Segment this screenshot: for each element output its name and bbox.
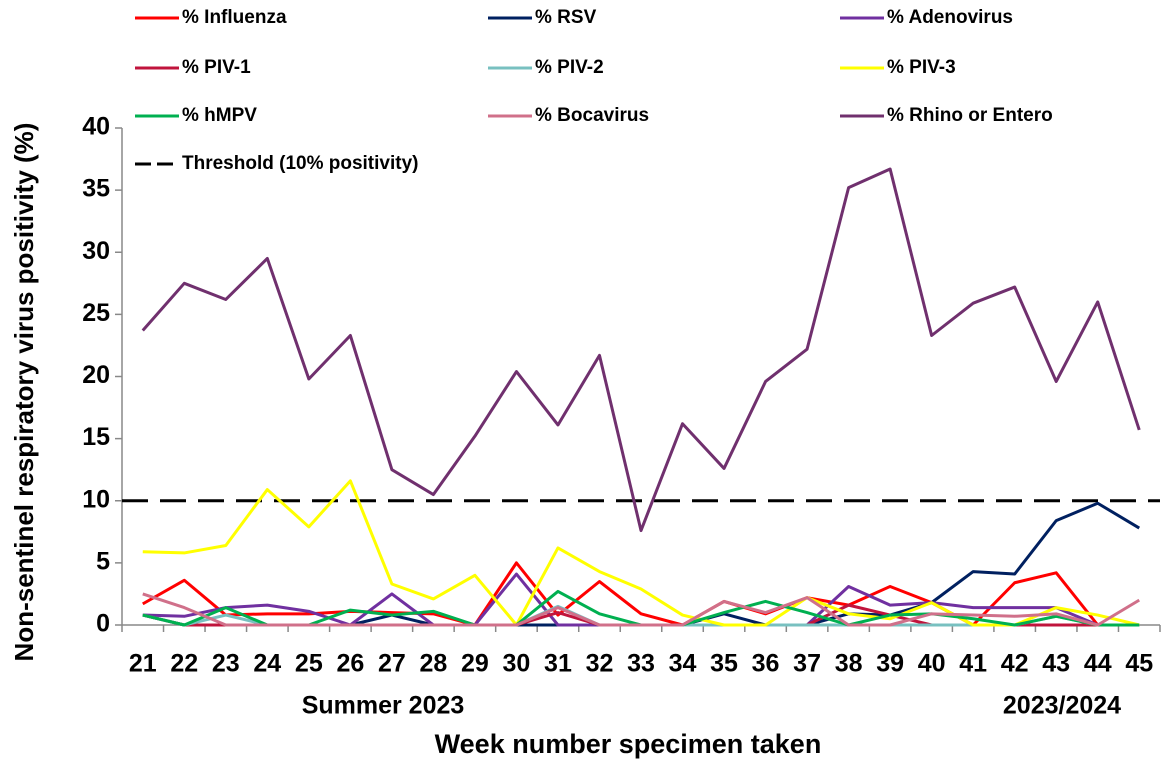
- series-line: [142, 592, 1141, 627]
- x-tick-label: 35: [710, 650, 738, 678]
- x-tick-label: 29: [461, 650, 489, 678]
- x-tick-label: 27: [378, 650, 406, 678]
- x-tick-label: 25: [295, 650, 323, 678]
- legend-label: % RSV: [535, 7, 597, 28]
- x-tick-label: 41: [959, 650, 987, 678]
- legend-label: % Adenovirus: [887, 7, 1013, 28]
- x-tick-label: 39: [876, 650, 904, 678]
- x-tick-label: 30: [503, 650, 531, 678]
- x-tick-label: 24: [253, 650, 281, 678]
- y-tick-label: 40: [82, 113, 110, 141]
- x-tick-label: 31: [544, 650, 572, 678]
- legend-label: % PIV-2: [535, 57, 604, 78]
- x-tick-label: 36: [752, 650, 780, 678]
- y-tick-label: 30: [82, 237, 110, 265]
- y-tick-label: 35: [82, 175, 110, 203]
- x-tick-label: 21: [129, 650, 157, 678]
- legend-label: % Bocavirus: [535, 105, 649, 126]
- x-tick-label: 44: [1084, 650, 1112, 678]
- series-line: [142, 479, 1140, 627]
- legend-label: % PIV-1: [182, 57, 251, 78]
- x-tick-label: 32: [586, 650, 614, 678]
- x-tick-label: 26: [336, 650, 364, 678]
- x-tick-label: 37: [793, 650, 821, 678]
- y-tick-label: 25: [82, 299, 110, 327]
- y-tick-label: 20: [82, 361, 110, 389]
- legend-label: Threshold (10% positivity): [182, 153, 418, 174]
- series-line: [141, 167, 1141, 533]
- y-axis-label: Non-sentinel respiratory virus positivit…: [9, 123, 39, 662]
- y-tick-label: 10: [82, 485, 110, 513]
- x-tick-label: 40: [918, 650, 946, 678]
- x-tick-label: 28: [419, 650, 447, 678]
- y-tick-label: 5: [96, 547, 110, 575]
- annotation: Summer 2023: [302, 692, 465, 720]
- x-tick-label: 38: [835, 650, 863, 678]
- x-tick-label: 33: [627, 650, 655, 678]
- y-tick-label: 15: [82, 423, 110, 451]
- x-tick-label: 42: [1001, 650, 1029, 678]
- annotation: 2023/2024: [1003, 692, 1121, 720]
- legend-label: % Influenza: [182, 7, 287, 28]
- x-tick-label: 45: [1125, 650, 1153, 678]
- legend-label: % PIV-3: [887, 57, 956, 78]
- x-tick-label: 43: [1042, 650, 1070, 678]
- legend-label: % Rhino or Entero: [887, 105, 1053, 126]
- y-tick-label: 0: [96, 610, 110, 638]
- legend-label: % hMPV: [182, 105, 257, 126]
- x-tick-label: 22: [170, 650, 198, 678]
- x-axis-label: Week number specimen taken: [435, 729, 822, 759]
- x-tick-label: 23: [212, 650, 240, 678]
- x-tick-label: 34: [669, 650, 697, 678]
- series-line: [142, 572, 1140, 627]
